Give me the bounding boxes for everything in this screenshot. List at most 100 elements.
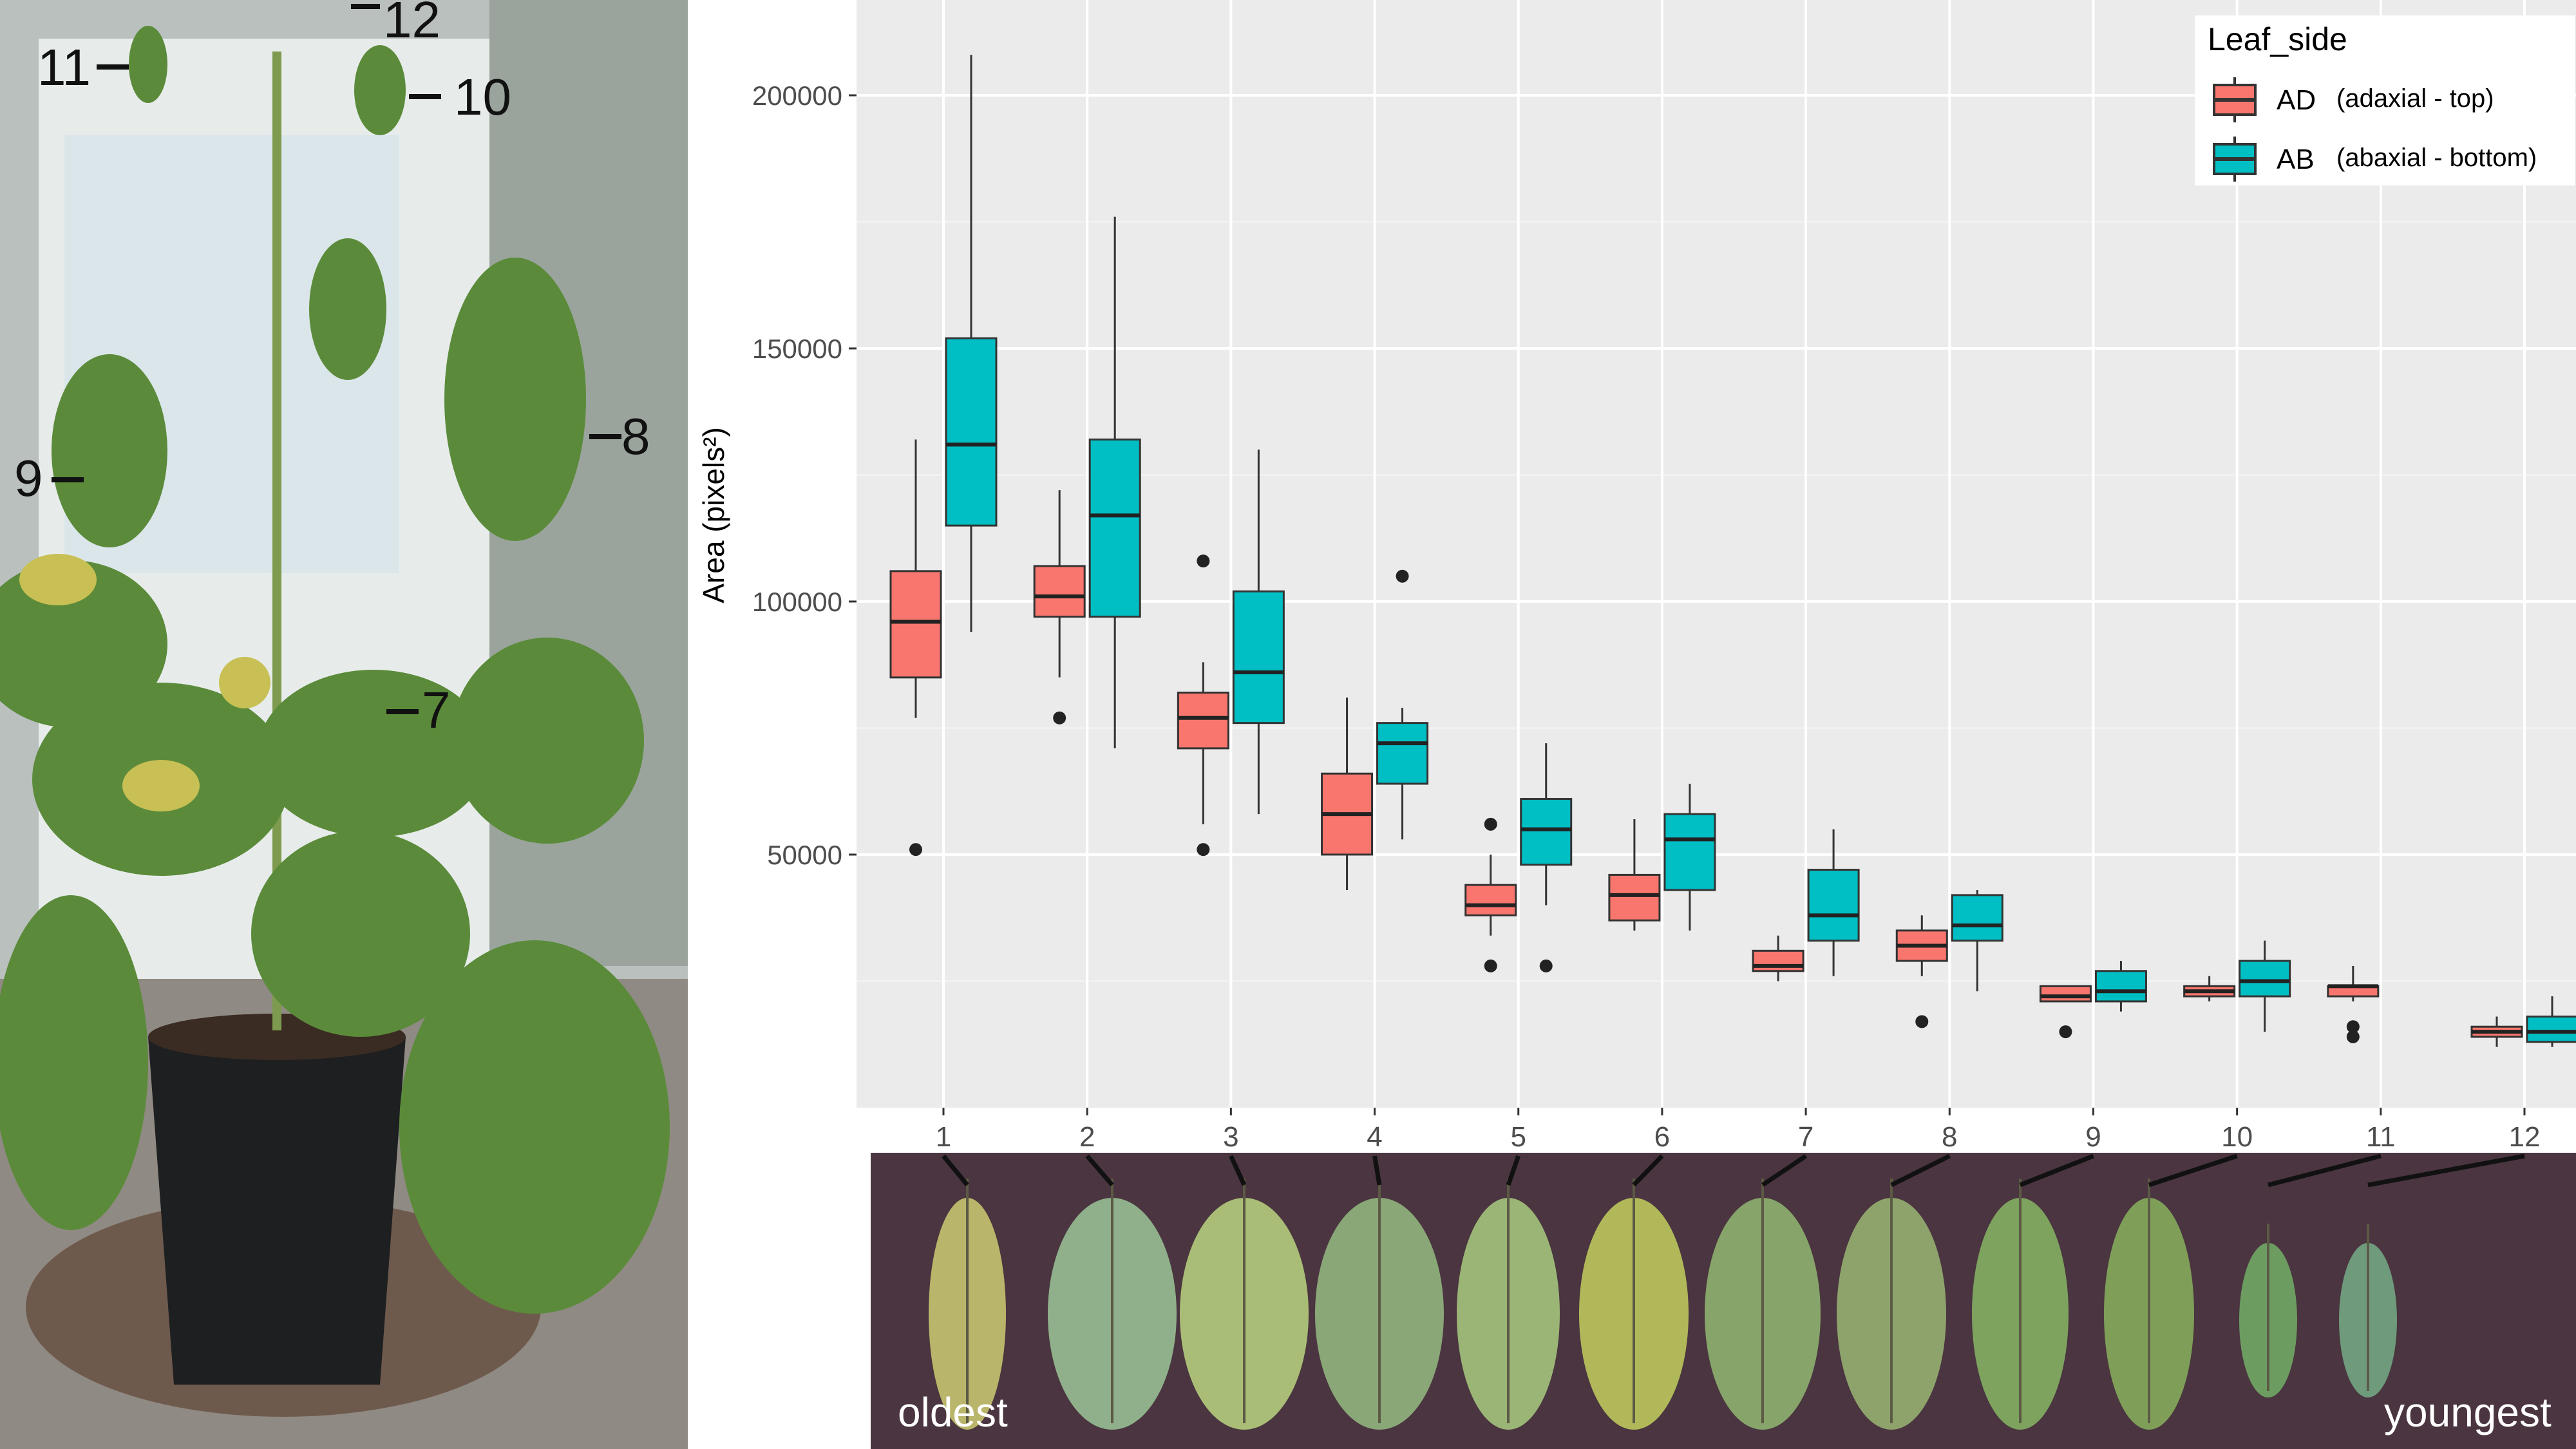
- box-ad-9: [2039, 985, 2092, 1039]
- iqr-box: [2526, 1016, 2576, 1043]
- iqr-box: [1464, 884, 1517, 916]
- leaf-connector: [2268, 1153, 2382, 1188]
- iqr-box: [1951, 894, 2003, 942]
- box-ad-8: [1895, 915, 1948, 1028]
- box-ad-7: [1752, 935, 1804, 981]
- x-tick-label: 9: [2085, 1121, 2101, 1150]
- leaf-connector: [1761, 1154, 1808, 1187]
- legend-ab-code: AB: [2277, 144, 2315, 175]
- outlier-point: [909, 843, 922, 857]
- iqr-box: [1088, 438, 1141, 618]
- plant-photo: 11 12 10 9 8 7: [0, 0, 688, 1449]
- box-ad-12: [2470, 1016, 2523, 1047]
- box-ad-2: [1033, 490, 1086, 724]
- leaf-connector: [1229, 1155, 1247, 1186]
- outlier-point: [1539, 959, 1553, 972]
- box-ab-7: [1807, 829, 1860, 976]
- leaves: [929, 1153, 2525, 1430]
- iqr-box: [2039, 985, 2092, 1003]
- box-ab-12: [2526, 996, 2576, 1047]
- box-ab-5: [1520, 743, 1573, 972]
- box-ad-11: [2327, 965, 2380, 1043]
- box-ab-3: [1232, 450, 1285, 815]
- photo-label-7: 7: [422, 681, 451, 739]
- leaf-3: [1180, 1179, 1309, 1430]
- photo-label-11: 11: [37, 39, 91, 96]
- iqr-box: [1033, 565, 1086, 618]
- legend-ad-code: AD: [2277, 84, 2316, 116]
- y-tick-label: 100000: [752, 587, 842, 617]
- iqr-box: [1663, 813, 1716, 891]
- y-tick-label: 50000: [767, 840, 842, 870]
- outlier-point: [1197, 843, 1210, 857]
- leaf-connector: [1890, 1153, 1951, 1188]
- iqr-box: [2094, 970, 2147, 1003]
- box-ad-1: [889, 439, 942, 857]
- y-tick-label: 150000: [752, 334, 842, 364]
- outlier-point: [1915, 1015, 1929, 1028]
- x-tick-label: 7: [1798, 1121, 1814, 1150]
- box-ab-6: [1663, 783, 1716, 931]
- leaf-connector: [2367, 1153, 2525, 1188]
- outlier-point: [1484, 817, 1497, 831]
- boxes: [889, 55, 2576, 1047]
- leaf-connector: [1506, 1155, 1521, 1186]
- outlier-point: [2346, 1020, 2360, 1034]
- legend-key-ab: [2213, 137, 2257, 182]
- iqr-box: [2239, 960, 2291, 998]
- box-ad-10: [2183, 976, 2236, 1001]
- photo-label-10: 10: [454, 68, 511, 126]
- iqr-box: [889, 570, 942, 679]
- iqr-box: [1520, 798, 1573, 866]
- outlier-point: [1197, 554, 1210, 568]
- x-tick-label: 5: [1510, 1121, 1526, 1150]
- x-tick-label: 10: [2221, 1121, 2253, 1150]
- x-tick-label: 12: [2509, 1121, 2541, 1150]
- leaf-strip: oldest youngest: [871, 1153, 2576, 1449]
- iqr-box: [1376, 722, 1429, 785]
- photo-label-8: 8: [621, 408, 650, 465]
- box-ab-4: [1376, 569, 1429, 840]
- box-ad-6: [1608, 819, 1661, 931]
- iqr-box: [1752, 949, 1804, 972]
- y-tick-label: 200000: [752, 80, 842, 111]
- leaf-7: [1705, 1179, 1821, 1430]
- strip-label-oldest: oldest: [898, 1389, 1008, 1435]
- box-ab-10: [2239, 940, 2291, 1032]
- leaf-connector: [942, 1154, 969, 1187]
- box-ab-9: [2094, 961, 2147, 1012]
- box-ad-4: [1321, 697, 1374, 891]
- x-tick-label: 1: [936, 1121, 951, 1150]
- grid: [857, 0, 2576, 1108]
- x-tick-label: 4: [1367, 1121, 1382, 1150]
- iqr-box: [945, 337, 998, 527]
- leaf-2: [1048, 1179, 1177, 1430]
- box-ad-5: [1464, 817, 1517, 972]
- iqr-box: [1232, 590, 1285, 724]
- legend-title: Leaf_side: [2208, 21, 2347, 57]
- leaf-11: [2239, 1224, 2297, 1397]
- iqr-box: [1608, 873, 1661, 922]
- strip-label-youngest: youngest: [2384, 1389, 2552, 1435]
- x-tick-label: 3: [1223, 1121, 1238, 1150]
- leaf-connector: [1632, 1154, 1664, 1187]
- leaf-connector: [2148, 1153, 2238, 1188]
- leaf-6: [1579, 1179, 1689, 1430]
- x-tick-label: 2: [1079, 1121, 1095, 1150]
- x-tick-label: 6: [1654, 1121, 1670, 1150]
- x-tick-label: 8: [1942, 1121, 1957, 1150]
- leaf-9: [1972, 1179, 2069, 1430]
- legend-ad-desc: (adaxial - top): [2336, 84, 2494, 113]
- leaf-connector: [1372, 1155, 1382, 1186]
- outlier-point: [1396, 569, 1409, 583]
- leaf-8: [1837, 1179, 1946, 1430]
- legend-key-ad: [2213, 77, 2257, 122]
- leaf-4: [1315, 1179, 1444, 1430]
- iqr-box: [1177, 691, 1229, 750]
- iqr-box: [1807, 869, 1860, 942]
- box-ab-2: [1088, 216, 1141, 748]
- leaf-1: [929, 1179, 1006, 1430]
- photo-label-12: 12: [383, 0, 440, 48]
